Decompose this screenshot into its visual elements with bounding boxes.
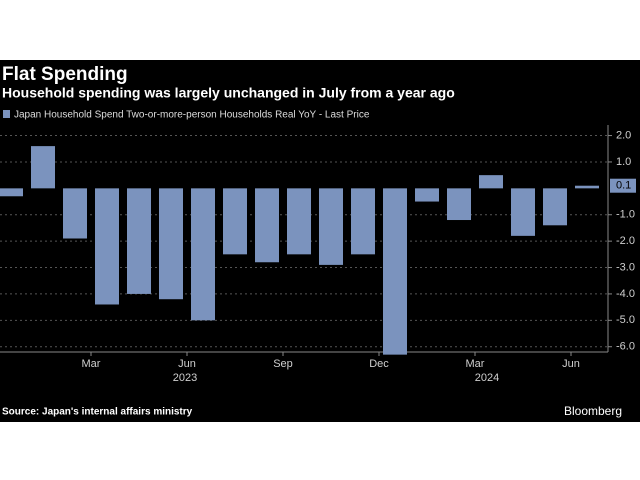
bar [159, 188, 183, 300]
bar [95, 188, 119, 305]
bar [383, 188, 407, 355]
bar [543, 188, 567, 226]
x-tick-label: Dec [369, 358, 389, 370]
legend-swatch [3, 110, 10, 118]
y-tick-label: -3.0 [616, 261, 635, 273]
year-label: 2024 [475, 372, 499, 384]
bar [351, 188, 375, 255]
y-tick-label: -5.0 [616, 314, 635, 326]
chart-subtitle: Household spending was largely unchanged… [2, 85, 455, 101]
bar [319, 188, 343, 265]
y-tick-label: -4.0 [616, 288, 635, 300]
value-label: 0.1 [616, 180, 631, 192]
y-tick-label: 2.0 [616, 129, 631, 141]
bar [191, 188, 215, 321]
bar [287, 188, 311, 255]
bar [31, 146, 55, 189]
chart-title: Flat Spending [2, 64, 128, 85]
bar [479, 175, 503, 189]
bar [0, 188, 23, 197]
bar [255, 188, 279, 263]
bar [127, 188, 151, 294]
year-label: 2023 [173, 372, 197, 384]
y-tick-label: -6.0 [616, 341, 635, 353]
bar [511, 188, 535, 236]
y-tick-label: 1.0 [616, 156, 631, 168]
bar [415, 188, 439, 202]
value-label-box [610, 178, 636, 193]
x-tick-label: Jun [178, 358, 196, 370]
source: Source: Japan's internal affairs ministr… [2, 407, 193, 418]
y-tick-label: -2.0 [616, 235, 635, 247]
bar [575, 185, 599, 189]
x-tick-label: Mar [466, 358, 485, 370]
y-tick-label: -1.0 [616, 209, 635, 221]
brand: Bloomberg [564, 404, 622, 418]
x-tick-label: Sep [273, 358, 293, 370]
x-tick-label: Mar [82, 358, 101, 370]
bar [63, 188, 87, 239]
legend-label: Japan Household Spend Two-or-more-person… [14, 110, 370, 121]
bar [223, 188, 247, 255]
bar [447, 188, 471, 221]
x-tick-label: Jun [562, 358, 580, 370]
